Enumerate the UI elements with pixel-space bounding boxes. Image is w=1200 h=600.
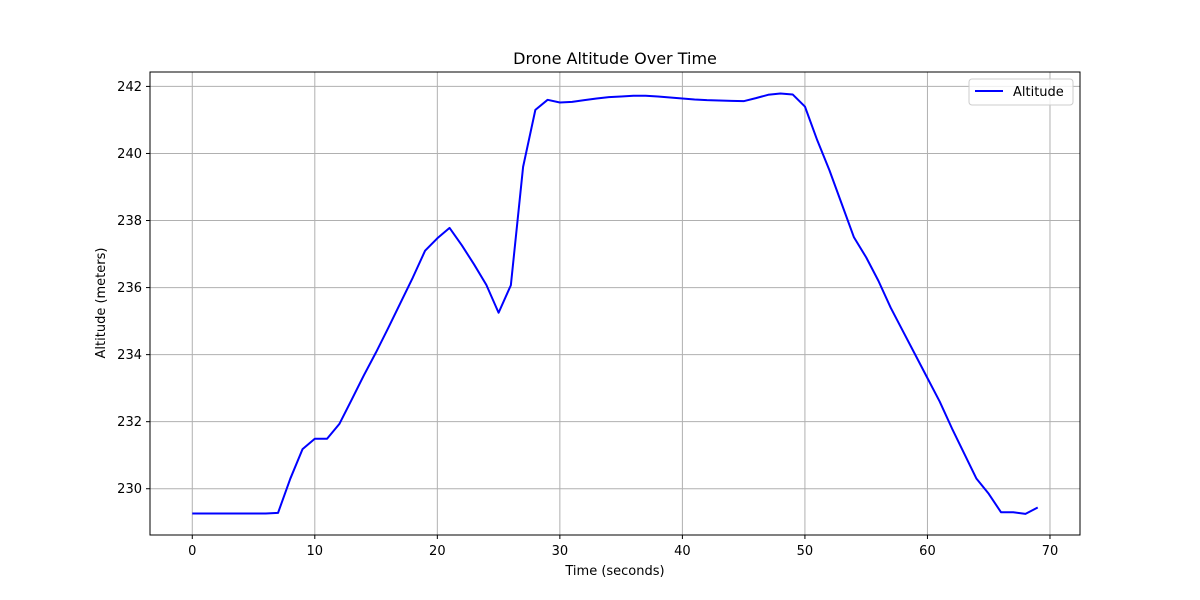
x-tick-label: 40	[674, 544, 691, 559]
x-tick-label: 70	[1042, 544, 1059, 559]
x-tick-label: 50	[797, 544, 814, 559]
y-axis-label: Altitude (meters)	[94, 248, 109, 359]
y-tick-label: 232	[117, 415, 142, 430]
chart-title: Drone Altitude Over Time	[513, 49, 717, 68]
legend-box	[968, 78, 1074, 106]
grid	[150, 72, 1080, 535]
y-axis-ticks: 230 232 234 236 238 240 242	[117, 80, 150, 497]
y-tick-label: 242	[117, 80, 142, 95]
x-tick-label: 20	[429, 544, 446, 559]
x-axis-label: Time (seconds)	[564, 564, 664, 579]
y-tick-label: 236	[117, 281, 142, 296]
y-tick-label: 230	[117, 482, 142, 497]
legend-label: Altitude	[1013, 85, 1064, 100]
altitude-series-line	[192, 92, 1039, 515]
y-tick-label: 238	[117, 214, 142, 229]
y-tick-label: 240	[117, 147, 142, 162]
x-axis-ticks: 0 10 20 30 40 50 60 70	[188, 535, 1058, 559]
legend: Altitude	[968, 78, 1074, 106]
x-tick-label: 0	[188, 544, 196, 559]
series-layer	[192, 92, 1039, 515]
x-tick-label: 30	[552, 544, 569, 559]
x-tick-label: 60	[919, 544, 936, 559]
x-tick-label: 10	[307, 544, 324, 559]
plot-frame	[149, 71, 1081, 536]
y-tick-label: 234	[117, 348, 142, 363]
